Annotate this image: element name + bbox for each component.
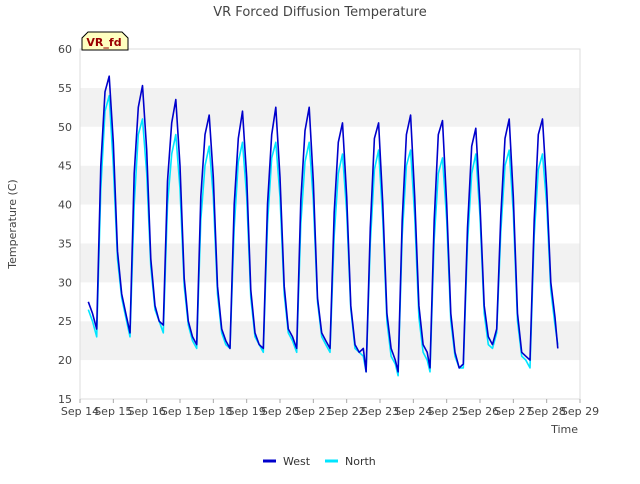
x-tick-label: Sep 16 [128,405,166,418]
y-tick-label: 50 [58,121,72,134]
grid-band [80,204,580,244]
x-tick-label: Sep 19 [228,405,266,418]
x-tick-label: Sep 15 [94,405,132,418]
x-tick-label: Sep 14 [61,405,99,418]
y-tick-label: 15 [58,393,72,406]
grid-band [80,49,580,88]
x-tick-label: Sep 18 [194,405,232,418]
x-tick-label: Sep 29 [561,405,599,418]
y-tick-label: 60 [58,43,72,56]
x-tick-label: Sep 21 [294,405,332,418]
x-tick-label: Sep 26 [461,405,499,418]
site-tag: VR_fd [81,31,129,51]
y-tick-label: 35 [58,237,72,250]
x-tick-label: Sep 28 [528,405,566,418]
x-axis-label: Time [550,423,578,436]
y-tick-label: 20 [58,354,72,367]
grid-band [80,243,580,283]
site-tag-label: VR_fd [86,36,121,49]
x-tick-label: Sep 25 [428,405,466,418]
legend-label-north: North [345,455,376,468]
y-axis-label: Temperature (C) [6,179,19,269]
grid-band [80,165,580,205]
plot-frame [79,48,581,400]
y-tick-label: 40 [58,199,72,212]
grid-band [80,87,580,127]
x-tick-label: Sep 24 [394,405,432,418]
x-tick-label: Sep 17 [161,405,199,418]
series-layer [87,75,559,377]
x-tick-label: Sep 27 [494,405,532,418]
grid-band [80,126,580,166]
x-tick-label: Sep 20 [261,405,299,418]
y-tick-label: 45 [58,160,72,173]
y-tick-label: 30 [58,276,72,289]
y-axis: 15 20 25 30 35 40 45 50 55 60 [58,43,72,406]
series-line-west [87,75,559,373]
x-tick-label: Sep 22 [328,405,366,418]
y-tick-label: 25 [58,315,72,328]
legend: West North [263,455,376,468]
x-tick-label: Sep 23 [361,405,399,418]
chart-title: VR Forced Diffusion Temperature [213,5,427,20]
y-tick-label: 55 [58,82,72,95]
grid-band [80,360,580,399]
legend-label-west: West [283,455,311,468]
